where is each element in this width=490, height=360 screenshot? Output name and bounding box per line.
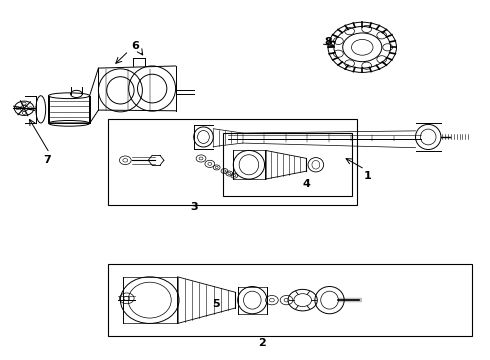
- Bar: [108, 264, 472, 336]
- Text: 4: 4: [302, 179, 310, 189]
- Text: 6: 6: [131, 41, 139, 50]
- Text: 8: 8: [324, 37, 332, 47]
- Text: 5: 5: [212, 299, 220, 309]
- Bar: [108, 119, 357, 205]
- Text: 3: 3: [190, 202, 197, 212]
- Text: 7: 7: [43, 155, 51, 165]
- Text: 1: 1: [363, 171, 371, 181]
- Bar: [223, 134, 352, 196]
- Text: 2: 2: [258, 338, 266, 348]
